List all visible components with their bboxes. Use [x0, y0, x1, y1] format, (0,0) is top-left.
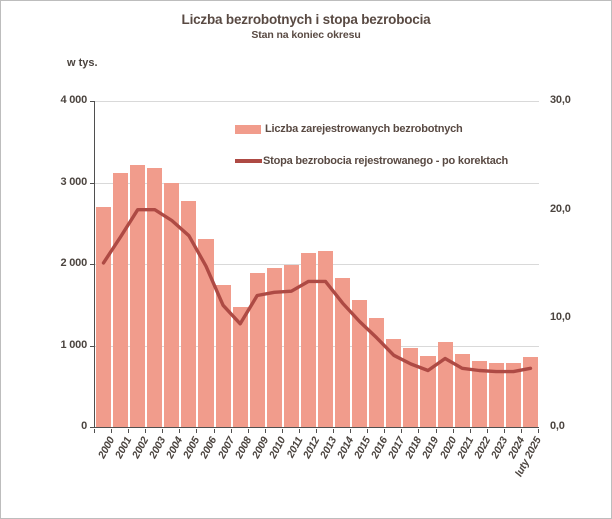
x-axis-tick — [384, 429, 386, 433]
chart-subtitle: Stan na koniec okresu — [251, 29, 361, 41]
x-axis-tick — [162, 429, 164, 433]
x-axis-label: 2019 — [420, 435, 442, 461]
bar-2022 — [471, 360, 487, 427]
bar-2023 — [488, 362, 504, 427]
x-axis-tick — [538, 429, 539, 433]
bar-2010 — [266, 267, 282, 427]
bar-2018 — [403, 348, 419, 427]
x-axis-tick — [298, 429, 300, 433]
gridline — [95, 101, 539, 102]
x-axis-tick — [520, 429, 522, 433]
x-axis-tick — [230, 429, 232, 433]
rate-line-layer — [101, 207, 533, 374]
left-axis-tick — [90, 264, 94, 265]
bar-2015 — [352, 299, 368, 427]
x-axis-label: 2000 — [95, 435, 118, 461]
x-axis-tick — [401, 429, 403, 433]
x-axis-tick — [145, 429, 147, 433]
bar-2019 — [420, 356, 436, 427]
x-axis-tick — [213, 429, 215, 433]
bar-2017 — [386, 338, 402, 427]
legend-item-line: Stopa bezrobocia rejestrowanego - po kor… — [235, 155, 508, 167]
bar-2013 — [318, 251, 334, 427]
x-axis-tick — [247, 429, 249, 433]
gridline — [95, 182, 539, 184]
left-axis-tick-label: 1 000 — [60, 338, 87, 351]
x-axis-tick — [111, 429, 113, 433]
x-axis-tick — [435, 429, 437, 433]
bar-2012 — [300, 252, 317, 427]
right-axis-tick-label: 20,0 — [550, 202, 571, 215]
x-axis-tick — [316, 429, 317, 433]
gridline — [95, 345, 539, 347]
right-axis-tick-label: 10,0 — [550, 311, 571, 324]
legend: Liczba zarejestrowanych bezrobotnych Sto… — [235, 123, 508, 187]
bar-2007 — [215, 284, 231, 427]
bar-2011 — [283, 265, 299, 427]
rate-line — [101, 207, 533, 374]
bar-2001 — [113, 173, 129, 427]
x-axis-tick — [367, 429, 369, 433]
left-axis-tick-label: 3 000 — [60, 175, 87, 188]
legend-item-bars: Liczba zarejestrowanych bezrobotnych — [235, 123, 508, 135]
x-axis-label: 2006 — [198, 435, 220, 461]
left-axis-tick-label: 4 000 — [60, 94, 87, 106]
bar-2000 — [96, 206, 112, 427]
left-axis-tick-label: 2 000 — [60, 257, 87, 269]
bar-2009 — [249, 272, 265, 427]
x-axis-label: 2020 — [437, 435, 459, 461]
bar-2016 — [369, 318, 385, 427]
x-axis-tick — [281, 429, 283, 433]
x-axis-tick — [333, 429, 335, 433]
x-axis-tick — [486, 429, 488, 433]
left-axis-tick — [90, 427, 94, 428]
x-axis-tick — [128, 429, 130, 433]
x-axis-label: 2007 — [215, 435, 237, 461]
x-axis-tick — [94, 429, 95, 433]
bar-series-swatch-icon — [235, 124, 261, 134]
legend-label-line: Stopa bezrobocia rejestrowanego - po kor… — [263, 155, 509, 167]
right-axis-tick-label: 0,0 — [550, 420, 565, 432]
x-axis-tick — [418, 429, 420, 433]
bar-2004 — [164, 182, 180, 427]
x-axis-tick — [503, 429, 505, 433]
x-axis-tick — [469, 429, 471, 433]
bar-2003 — [147, 168, 163, 427]
line-series-swatch-icon — [235, 159, 262, 163]
bar-2006 — [198, 238, 214, 427]
bar-2008 — [232, 306, 248, 427]
right-axis-tick-label: 30,0 — [550, 94, 571, 106]
bars-layer — [95, 101, 539, 427]
left-axis-tick-label: 0 — [81, 420, 87, 432]
bar-2005 — [181, 201, 197, 427]
plot-area: Liczba zarejestrowanych bezrobotnych Sto… — [94, 101, 539, 428]
x-axis-tick — [196, 429, 198, 433]
left-axis-unit-label: w tys. — [67, 57, 98, 69]
x-axis-tick — [350, 429, 352, 433]
left-axis-tick — [90, 182, 94, 184]
legend-label-bars: Liczba zarejestrowanych bezrobotnych — [265, 123, 463, 135]
bar-luty 2025 — [522, 357, 539, 427]
bar-2024 — [505, 362, 521, 427]
bar-2014 — [335, 278, 351, 427]
left-axis-tick — [90, 101, 94, 102]
x-axis-tick — [452, 429, 454, 433]
bar-2002 — [130, 164, 146, 427]
x-axis-tick — [264, 429, 266, 433]
chart-title: Liczba bezrobotnych i stopa bezrobocia — [181, 12, 431, 27]
x-axis-tick — [179, 429, 181, 433]
bar-2021 — [454, 354, 470, 427]
gridline — [95, 264, 539, 265]
left-axis-tick — [90, 345, 94, 347]
